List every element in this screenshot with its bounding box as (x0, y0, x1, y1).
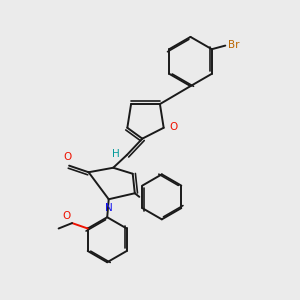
Text: O: O (64, 152, 72, 162)
Text: O: O (62, 211, 70, 221)
Text: Br: Br (228, 40, 240, 50)
Text: O: O (169, 122, 177, 132)
Text: H: H (112, 148, 120, 159)
Text: N: N (105, 203, 113, 213)
